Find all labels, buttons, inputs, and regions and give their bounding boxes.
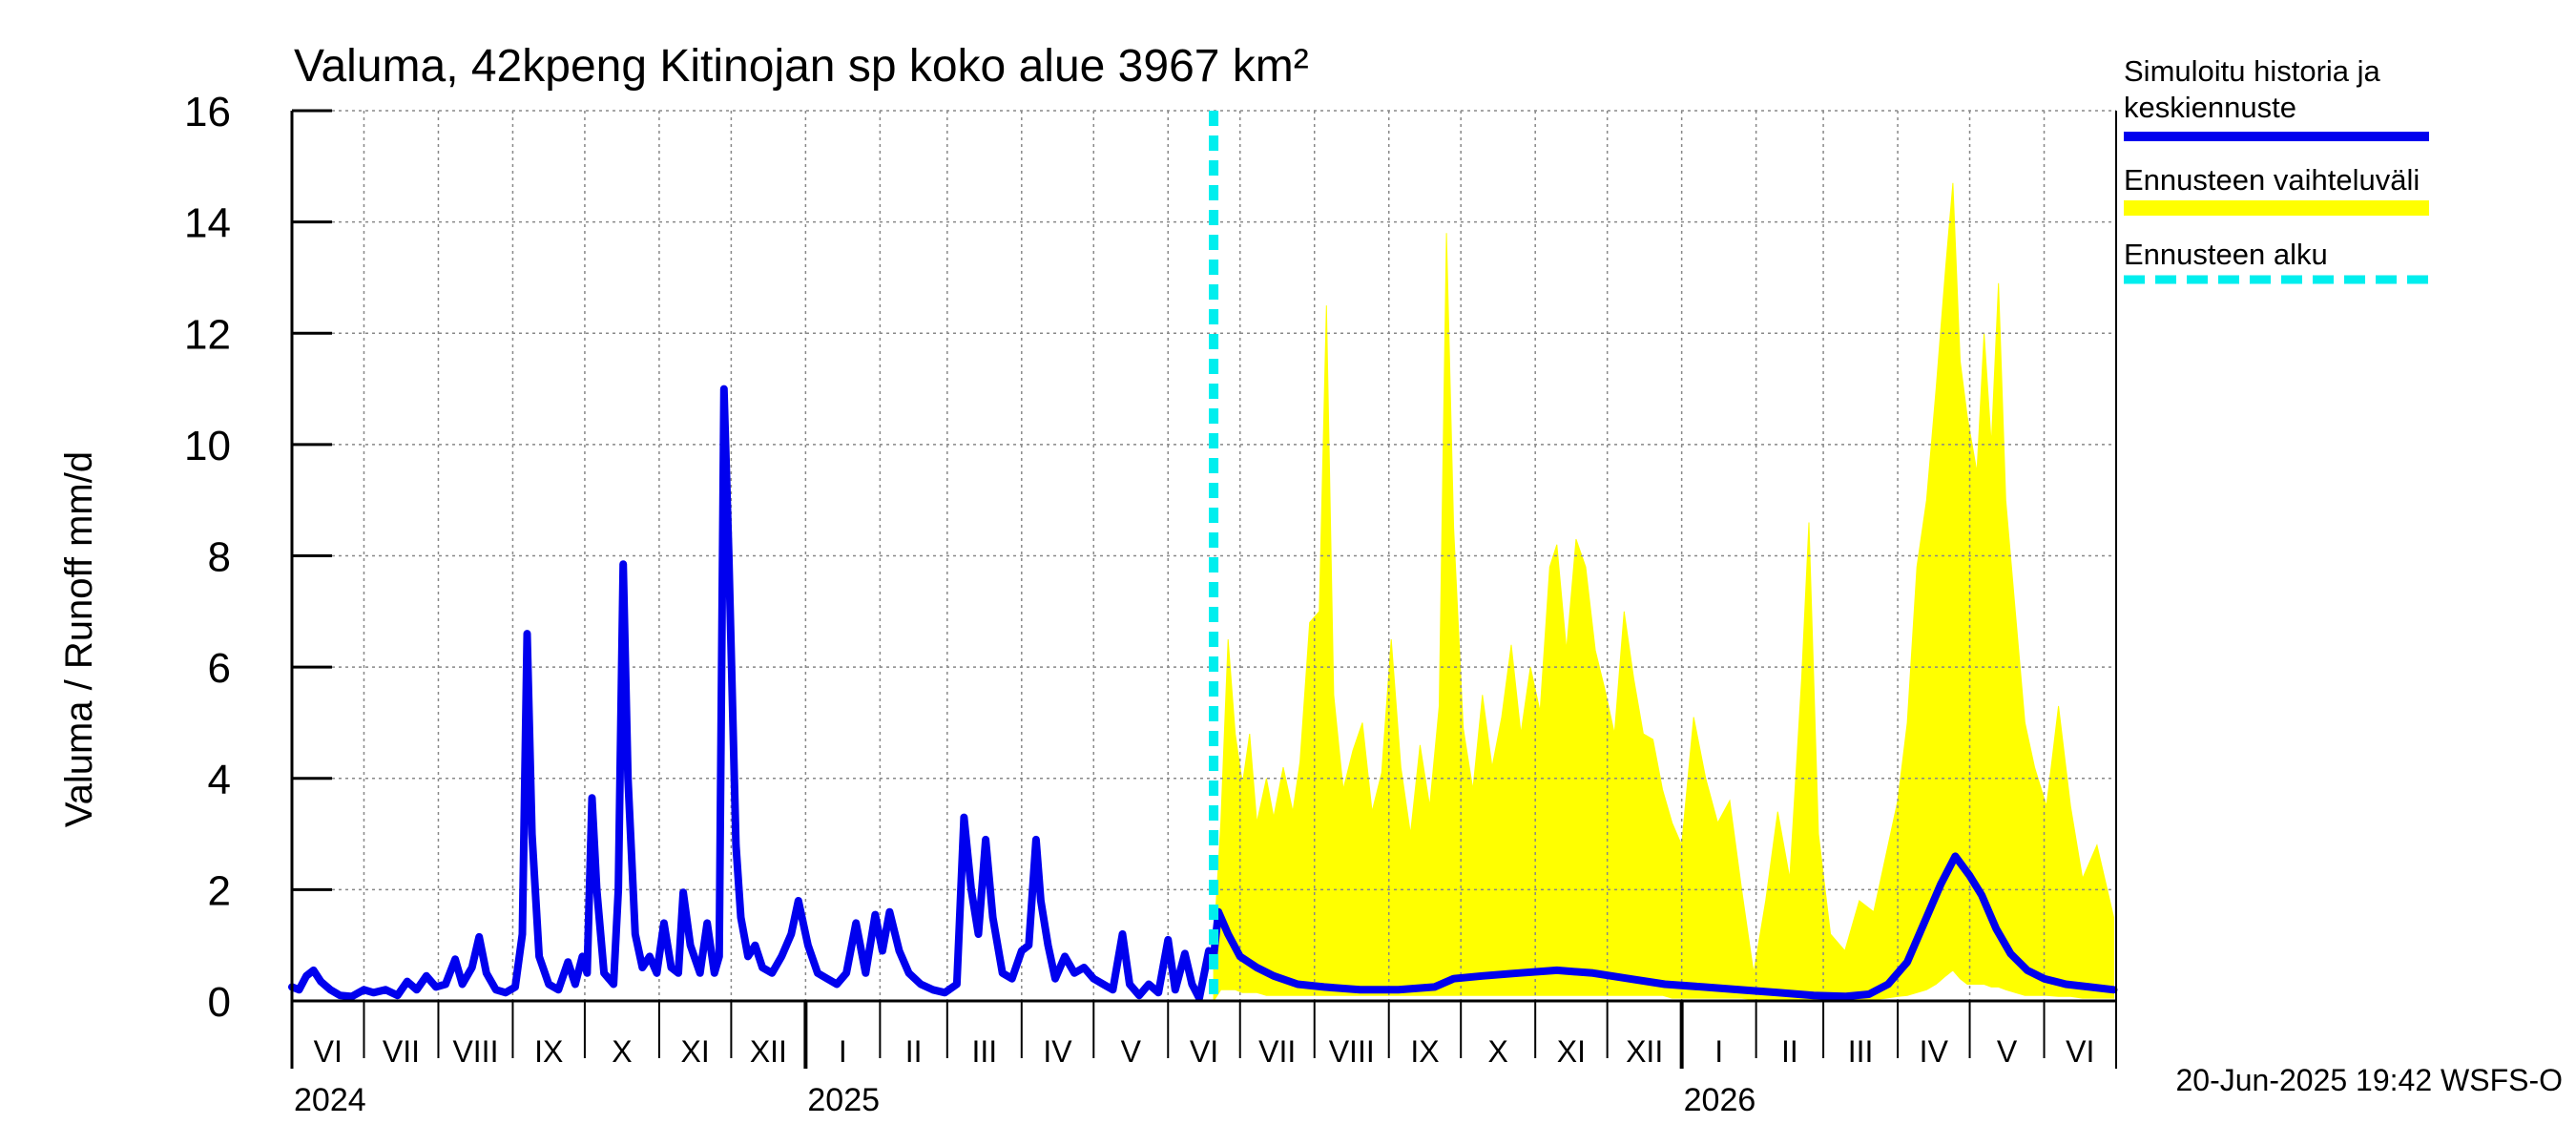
year-label: 2026: [1684, 1082, 1756, 1118]
month-label: VI: [1190, 1034, 1218, 1069]
month-label: XII: [750, 1034, 787, 1069]
legend-label-forecast-start: Ennusteen alku: [2124, 238, 2328, 271]
chart-title: Valuma, 42kpeng Kitinojan sp koko alue 3…: [294, 41, 1309, 92]
gridlines: [292, 110, 2116, 1001]
month-label: IX: [1410, 1034, 1439, 1069]
y-tick-label: 0: [208, 979, 231, 1026]
month-label: X: [1488, 1034, 1508, 1069]
forecast-range-band: [1213, 182, 2114, 1003]
month-label: VIII: [1329, 1034, 1375, 1069]
month-label: VI: [314, 1034, 343, 1069]
month-label: VII: [1258, 1034, 1296, 1069]
legend-label-simulated-line1: Simuloitu historia ja: [2124, 54, 2381, 88]
month-label: IX: [534, 1034, 563, 1069]
y-tick-label: 8: [208, 534, 231, 581]
month-label: I: [839, 1034, 847, 1069]
forecast-range-band-layer: [1213, 182, 2114, 1003]
legend-label-simulated-line2: keskiennuste: [2124, 91, 2296, 124]
y-tick-label: 2: [208, 867, 231, 914]
month-label: XI: [681, 1034, 710, 1069]
simulated-series-layer: [288, 385, 2118, 1003]
month-label: II: [1781, 1034, 1798, 1069]
year-label: 2024: [294, 1082, 366, 1118]
month-label: III: [971, 1034, 997, 1069]
y-tick-label: 12: [184, 311, 231, 358]
month-label: II: [905, 1034, 923, 1069]
month-label: V: [1997, 1034, 2018, 1069]
y-tick-label: 14: [184, 200, 231, 247]
month-label: X: [612, 1034, 632, 1069]
year-label: 2025: [807, 1082, 880, 1118]
month-label: III: [1848, 1034, 1874, 1069]
y-tick-label: 6: [208, 645, 231, 692]
month-label: XII: [1626, 1034, 1663, 1069]
month-label: I: [1714, 1034, 1723, 1069]
y-axis-label: Valuma / Runoff mm/d: [58, 451, 100, 827]
simulated-series-line: [288, 385, 2118, 1003]
month-label: XI: [1557, 1034, 1586, 1069]
y-tick-label: 10: [184, 423, 231, 469]
footer-timestamp: 20-Jun-2025 19:42 WSFS-O: [2175, 1063, 2563, 1097]
month-label: IV: [1920, 1034, 1949, 1069]
legend-label-range: Ennusteen vaihteluväli: [2124, 163, 2420, 197]
y-tick-label: 4: [208, 757, 231, 803]
month-label: IV: [1043, 1034, 1072, 1069]
month-label: V: [1121, 1034, 1142, 1069]
legend-label-simulated: Simuloitu historia ja keskiennuste: [2124, 54, 2381, 124]
month-label: VI: [2066, 1034, 2094, 1069]
legend: Simuloitu historia ja keskiennuste Ennust…: [2124, 54, 2429, 284]
month-label: VIII: [452, 1034, 498, 1069]
y-tick-label: 16: [184, 89, 231, 135]
month-label: VII: [383, 1034, 420, 1069]
